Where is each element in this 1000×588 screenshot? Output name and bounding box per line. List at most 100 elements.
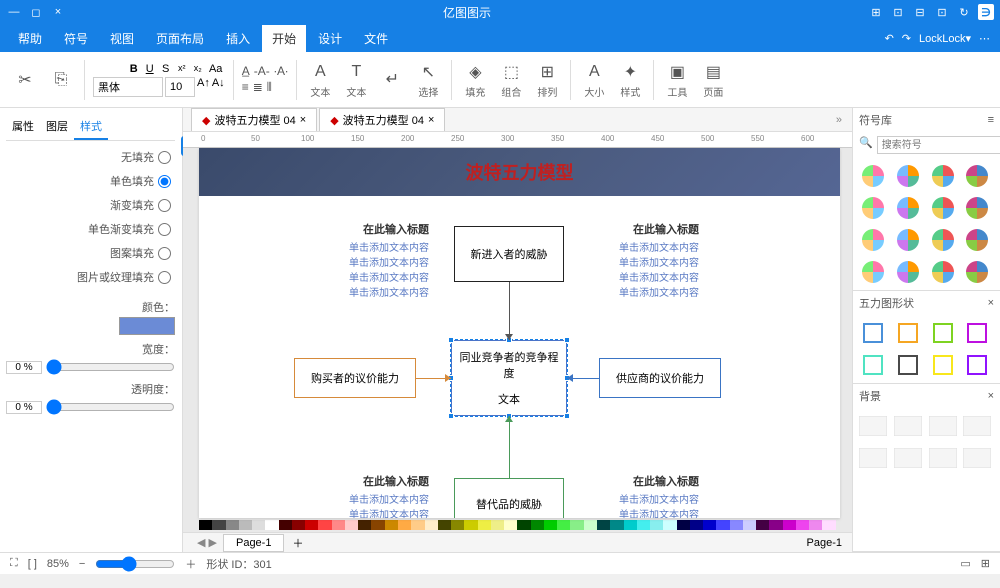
- doctab-0[interactable]: ◆波特五力模型 04×: [191, 108, 317, 131]
- palette-swatch[interactable]: [504, 520, 517, 530]
- doctab-more-icon[interactable]: »: [836, 114, 852, 126]
- qat-more[interactable]: ⋯: [979, 32, 990, 45]
- shape-chart-4[interactable]: [859, 194, 887, 222]
- palette-swatch[interactable]: [252, 520, 265, 530]
- canvas[interactable]: 波特五力模型 新进入者的威胁购买者的议价能力同业竞争者的竞争程度文本供应商的议价…: [199, 148, 840, 518]
- rb-fontsize[interactable]: [165, 77, 195, 97]
- rp-menu-icon[interactable]: ≡: [988, 114, 994, 126]
- doctab-1-close[interactable]: ×: [428, 114, 434, 126]
- lp-tab-style[interactable]: 样式: [74, 114, 108, 140]
- palette-swatch[interactable]: [318, 520, 331, 530]
- palette-swatch[interactable]: [199, 520, 212, 530]
- title-ic-4[interactable]: ⊡: [934, 4, 950, 20]
- menu-help[interactable]: 帮助: [8, 25, 52, 52]
- bg-0[interactable]: [859, 412, 887, 440]
- palette-swatch[interactable]: [597, 520, 610, 530]
- lp-opacity-val[interactable]: 0 %: [6, 401, 42, 414]
- palette-swatch[interactable]: [517, 520, 530, 530]
- palette-swatch[interactable]: [809, 520, 822, 530]
- shape-five-4[interactable]: [859, 351, 887, 379]
- palette-swatch[interactable]: [610, 520, 623, 530]
- title-ic-5[interactable]: ↻: [956, 4, 972, 20]
- qat-undo[interactable]: ↶: [885, 32, 894, 45]
- palette-swatch[interactable]: [769, 520, 782, 530]
- palette-swatch[interactable]: [425, 520, 438, 530]
- palette-swatch[interactable]: [398, 520, 411, 530]
- bg-5[interactable]: [894, 444, 922, 472]
- shape-chart-5[interactable]: [894, 194, 922, 222]
- shape-chart-15[interactable]: [963, 258, 991, 286]
- pagetab-0[interactable]: Page-1: [223, 534, 284, 552]
- palette-swatch[interactable]: [557, 520, 570, 530]
- lp-opt-5[interactable]: 图片或纹理填充: [10, 269, 171, 285]
- rb-fontname[interactable]: [93, 77, 163, 97]
- node-right[interactable]: 供应商的议价能力: [599, 358, 721, 398]
- menu-file[interactable]: 文件: [354, 25, 398, 52]
- palette-swatch[interactable]: [584, 520, 597, 530]
- shape-five-3[interactable]: [963, 319, 991, 347]
- palette-swatch[interactable]: [279, 520, 292, 530]
- node-top[interactable]: 新进入者的威胁: [454, 226, 564, 282]
- palette-swatch[interactable]: [212, 520, 225, 530]
- palette-swatch[interactable]: [411, 520, 424, 530]
- rb-select[interactable]: ↖选择: [413, 61, 443, 99]
- palette-swatch[interactable]: [265, 520, 278, 530]
- palette-swatch[interactable]: [783, 520, 796, 530]
- status-fullscreen-icon[interactable]: ⛶: [10, 557, 18, 570]
- palette-swatch[interactable]: [756, 520, 769, 530]
- shape-chart-7[interactable]: [963, 194, 991, 222]
- menu-design[interactable]: 设计: [308, 25, 352, 52]
- palette-swatch[interactable]: [531, 520, 544, 530]
- rb-size[interactable]: A大小: [579, 61, 609, 99]
- menu-insert[interactable]: 插入: [216, 25, 260, 52]
- palette-swatch[interactable]: [332, 520, 345, 530]
- bg-2[interactable]: [929, 412, 957, 440]
- qat-redo[interactable]: ↷: [902, 32, 911, 45]
- menu-layout[interactable]: 页面布局: [146, 25, 214, 52]
- shape-chart-2[interactable]: [929, 162, 957, 190]
- rb-copy[interactable]: ⎘: [46, 69, 76, 91]
- rb-s[interactable]: S: [159, 63, 173, 75]
- menu-view[interactable]: 视图: [100, 25, 144, 52]
- lp-opacity-slider[interactable]: [46, 399, 175, 415]
- shape-chart-8[interactable]: [859, 226, 887, 254]
- shape-chart-10[interactable]: [929, 226, 957, 254]
- rb-x2[interactable]: x₂: [191, 63, 205, 75]
- lp-tab-props[interactable]: 属性: [6, 114, 40, 140]
- title-ic-1[interactable]: ⊞: [868, 4, 884, 20]
- palette-swatch[interactable]: [345, 520, 358, 530]
- rb-u[interactable]: U: [143, 63, 157, 75]
- palette-swatch[interactable]: [451, 520, 464, 530]
- lp-color-swatch[interactable]: [119, 317, 175, 335]
- rp-sec3-close-icon[interactable]: ×: [988, 390, 994, 402]
- rb-al1[interactable]: ≡: [242, 80, 249, 95]
- bg-3[interactable]: [963, 412, 991, 440]
- node-left[interactable]: 购买者的议价能力: [294, 358, 416, 398]
- palette-swatch[interactable]: [650, 520, 663, 530]
- shape-chart-1[interactable]: [894, 162, 922, 190]
- shape-chart-11[interactable]: [963, 226, 991, 254]
- palette-swatch[interactable]: [822, 520, 835, 530]
- shape-five-6[interactable]: [929, 351, 957, 379]
- rp-search-icon[interactable]: 🔍: [859, 136, 873, 154]
- textblock-bl[interactable]: 在此输入标题单击添加文本内容单击添加文本内容单击添加文本内容单击添加文本内容: [349, 474, 429, 518]
- palette-swatch[interactable]: [637, 520, 650, 530]
- bg-4[interactable]: [859, 444, 887, 472]
- menu-symbol[interactable]: 符号: [54, 25, 98, 52]
- rb-aa[interactable]: Aa: [207, 63, 225, 75]
- rb-a2[interactable]: -A-: [254, 64, 270, 78]
- rb-group[interactable]: ⬚组合: [496, 61, 526, 99]
- title-ic-2[interactable]: ⊡: [890, 4, 906, 20]
- palette-swatch[interactable]: [677, 520, 690, 530]
- window-max-icon[interactable]: ◻: [28, 4, 44, 20]
- title-ic-logo[interactable]: ∋: [978, 4, 994, 20]
- rb-arrange[interactable]: ⊞排列: [532, 61, 562, 99]
- status-zoom-in-icon[interactable]: ＋: [185, 556, 196, 572]
- lp-opt-3[interactable]: 单色渐变填充: [10, 221, 171, 237]
- shape-five-2[interactable]: [929, 319, 957, 347]
- pagetab-nav[interactable]: ◀ ▶: [191, 536, 223, 549]
- palette-swatch[interactable]: [438, 520, 451, 530]
- shape-five-7[interactable]: [963, 351, 991, 379]
- palette-swatch[interactable]: [385, 520, 398, 530]
- doctab-0-close[interactable]: ×: [300, 114, 306, 126]
